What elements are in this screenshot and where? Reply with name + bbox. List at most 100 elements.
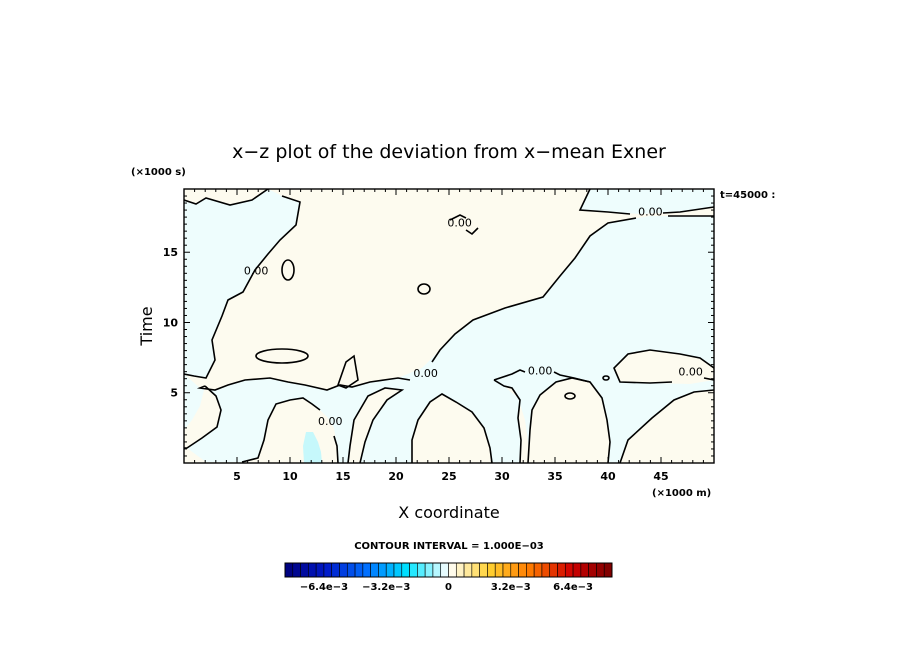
lower-positive-region-5: [528, 378, 610, 463]
y-tick-label: 5: [170, 387, 178, 400]
contour-line-7: [196, 377, 411, 391]
lower-positive-region-4: [504, 386, 530, 463]
colorbar-cell: [487, 562, 496, 578]
colorbar: [284, 562, 613, 578]
colorbar-cell: [378, 562, 387, 578]
colorbar-cell: [385, 562, 395, 578]
contour-closed-4: [564, 392, 576, 400]
contour-labels: 0.00 0.00 0.00 0.00 0.00 0.00 0.00: [244, 205, 703, 428]
colorbar-cell: [370, 562, 379, 578]
colorbar-cell: [432, 562, 442, 578]
colorbar-cell: [526, 562, 535, 578]
colorbar-cell: [323, 562, 333, 578]
lower-right-positive-region: [620, 390, 714, 463]
contour-line-8: [184, 385, 222, 449]
colorbar-cell: [284, 562, 294, 578]
colorbar-cell: [533, 562, 543, 578]
colorbar-cell: [479, 562, 488, 578]
lower-positive-region-3: [412, 394, 492, 463]
contour-line-18: [703, 377, 714, 381]
colorbar-cell: [393, 562, 403, 578]
colorbar-cell: [315, 562, 325, 578]
colorbar-cell: [564, 562, 574, 578]
colorbar-cell: [603, 562, 613, 578]
contour-label: 0.00: [413, 367, 438, 380]
contour-line-13: [493, 379, 522, 463]
contour-line-10: [333, 435, 339, 463]
contour-line-9: [241, 397, 321, 463]
contour-label: 0.00: [638, 205, 663, 218]
colorbar-cell: [292, 562, 301, 578]
x-tick-label: 5: [233, 470, 241, 483]
contour-line-11: [347, 387, 405, 463]
contour-label: 0.00: [318, 415, 343, 428]
x-unit-label: (×1000 m): [652, 488, 711, 499]
x-tick-label: 35: [547, 470, 562, 483]
contour-line-3: [578, 189, 631, 215]
contour-label: 0.00: [528, 364, 553, 377]
chart-title: x−z plot of the deviation from x−mean Ex…: [232, 141, 666, 163]
colorbar-cell: [455, 562, 465, 578]
x-tick-label: 20: [388, 470, 404, 483]
colorbar-cell: [541, 562, 551, 578]
colorbar-tick-labels: −6.4e−3 −3.2e−3 0 3.2e−3 6.4e−3: [300, 582, 593, 593]
positive-regions: [184, 189, 714, 463]
colorbar-tick-label: 0: [445, 582, 452, 593]
contour-line-12: [411, 393, 493, 463]
colorbar-cell: [448, 562, 457, 578]
x-tick-label: 45: [653, 470, 668, 483]
colorbar-cell: [331, 562, 340, 578]
upper-positive-region: [184, 189, 714, 390]
contour-closed-1: [255, 348, 309, 364]
colorbar-cell: [440, 562, 449, 578]
contour-line-4: [662, 206, 714, 214]
colorbar-tick-label: −3.2e−3: [362, 582, 410, 593]
minimum-region: [303, 432, 322, 463]
colorbar-cell: [572, 562, 582, 578]
colorbar-tick-label: 6.4e−3: [553, 582, 593, 593]
contour-label: 0.00: [244, 264, 269, 277]
colorbar-cell: [346, 562, 356, 578]
colorbar-cell: [580, 562, 589, 578]
y-unit-label: (×1000 s): [131, 167, 186, 178]
contour-closed-5: [602, 375, 610, 381]
contour-line-21: [465, 227, 479, 236]
right-positive-region: [614, 350, 714, 384]
colorbar-cell: [417, 562, 426, 578]
colorbar-cell: [596, 562, 605, 578]
contour-closed-3: [281, 259, 295, 281]
colorbar-cell: [463, 562, 473, 578]
x-axis-label: X coordinate: [398, 503, 499, 522]
x-tick-label: 15: [335, 470, 350, 483]
contour-label: 0.00: [447, 217, 472, 230]
y-tick-label: 15: [163, 246, 178, 259]
x-tick-label: 10: [282, 470, 298, 483]
colorbar-frame: [284, 562, 613, 578]
contour-line-6: [431, 217, 637, 363]
colorbar-cell: [557, 562, 566, 578]
contour-closed-6: [336, 354, 359, 389]
axis-ticks: [184, 189, 714, 463]
plot-area: 0.00 0.00 0.00 0.00 0.00 0.00 0.00: [184, 189, 714, 463]
contour-line-2: [184, 189, 269, 206]
colorbar-cell: [401, 562, 410, 578]
x-tick-label: 30: [494, 470, 510, 483]
colorbar-tick-label: 3.2e−3: [491, 582, 531, 593]
contour-label: 0.00: [678, 366, 703, 379]
colorbar-cell: [549, 562, 558, 578]
colorbar-cell: [494, 562, 504, 578]
bottom-left-positive-region: [184, 386, 338, 463]
contour-line-20: [449, 214, 467, 221]
colorbar-tick-label: −6.4e−3: [300, 582, 348, 593]
colorbar-cell: [471, 562, 480, 578]
time-label: t=45000 :: [720, 190, 775, 201]
x-tick-label: 40: [600, 470, 616, 483]
colorbar-cell: [502, 562, 512, 578]
colorbar-cell: [510, 562, 519, 578]
zero-contours: [184, 189, 714, 463]
contour-line-16: [527, 377, 611, 463]
contour-line-14: [493, 369, 526, 381]
colorbar-cell: [339, 562, 348, 578]
contour-closed-2: [417, 283, 431, 295]
